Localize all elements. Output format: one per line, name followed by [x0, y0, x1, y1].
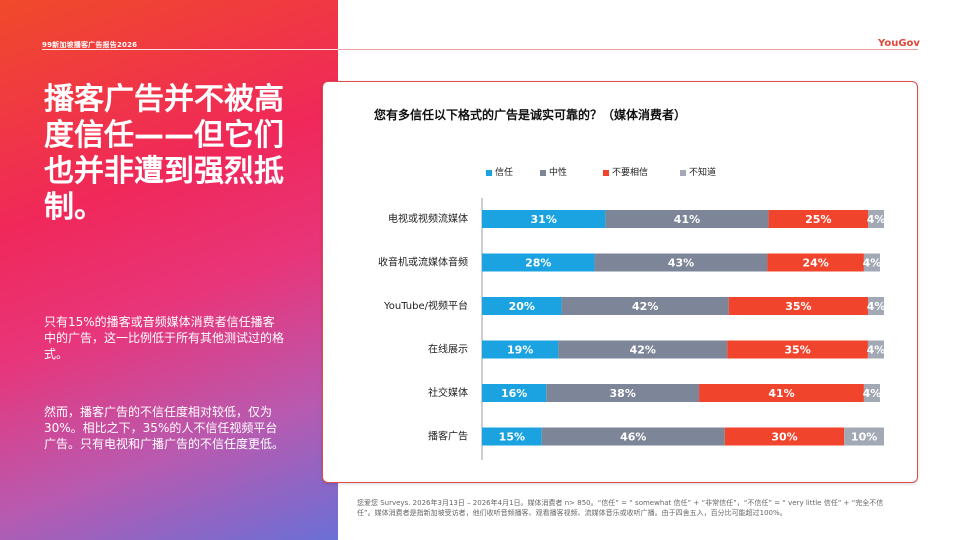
left-panel — [0, 0, 338, 540]
bar-segment — [558, 340, 728, 359]
bar-segment — [699, 384, 864, 402]
legend-label-dont-know: 不知道 — [689, 168, 717, 178]
category-label: YouTube/视频平台 — [383, 299, 468, 312]
report-label: 99新加坡播客广告报告2026 — [42, 41, 138, 49]
legend-swatch-dont-know — [680, 169, 686, 176]
legend-label-neutral: 中性 — [549, 168, 568, 178]
bar-segment — [605, 210, 769, 228]
bar-segment — [863, 384, 880, 402]
bar-value-label: 41% — [674, 213, 700, 226]
legend-swatch-distrust — [603, 169, 609, 176]
page-headline: 播客广告并不被高度信任——但它们也并非遭到强烈抵制。 — [44, 82, 284, 225]
bar-value-label: 42% — [632, 300, 658, 313]
bar-segment — [482, 384, 547, 402]
bar-segment — [868, 210, 884, 228]
footnote: 您爱您 Surveys. 2026年3月13日 – 2026年4月1日。媒体消费… — [357, 499, 884, 517]
bar-segment — [482, 427, 542, 446]
bar-value-label: 16% — [501, 387, 527, 400]
header-divider — [42, 49, 338, 50]
legend-swatch-trust — [486, 169, 492, 176]
brand-logo: YouGov — [878, 38, 920, 49]
legend-item-neutral: 中性 — [540, 165, 567, 178]
category-label: 社交媒体 — [428, 386, 468, 399]
bar-segment — [561, 297, 729, 315]
legend-label-distrust: 不要相信 — [612, 168, 649, 178]
bar-value-label: 4% — [867, 300, 886, 313]
bar-value-label: 43% — [668, 257, 694, 270]
bar-segment — [546, 384, 700, 402]
bar-segment — [482, 210, 606, 228]
bar-segment — [482, 340, 559, 359]
bar-value-label: 20% — [509, 300, 535, 313]
legend-label-trust: 信任 — [495, 168, 514, 178]
bar-value-label: 41% — [768, 387, 794, 400]
bar-value-label: 28% — [525, 257, 551, 270]
bar-value-label: 24% — [802, 257, 828, 270]
bar-segment — [482, 253, 595, 272]
bar-segment — [863, 253, 880, 272]
bar-value-label: 4% — [863, 257, 882, 270]
bar-value-label: 10% — [851, 431, 877, 444]
bar-value-label: 4% — [863, 387, 882, 400]
body-paragraph-2: 然而，播客广告的不信任度相对较低，仅为30%。相比之下，35%的人不信任视频平台… — [44, 405, 285, 451]
category-label: 收音机或流媒体音频 — [378, 256, 468, 269]
bar-value-label: 15% — [499, 431, 525, 444]
bar-value-label: 19% — [507, 344, 533, 357]
bar-value-label: 42% — [630, 344, 656, 357]
bar-segment — [844, 427, 884, 446]
bar-value-label: 35% — [784, 344, 810, 357]
category-label: 播客广告 — [428, 430, 468, 443]
chart-title: 您有多信任以下格式的广告是诚实可靠的？（媒体消费者） — [374, 108, 687, 122]
bar-segment — [727, 340, 868, 359]
bar-value-label: 4% — [867, 213, 886, 226]
bar-value-label: 31% — [531, 213, 557, 226]
bar-value-label: 46% — [620, 431, 646, 444]
chart-card — [322, 81, 918, 483]
bar-value-label: 4% — [867, 344, 886, 357]
legend-item-dont-know: 不知道 — [680, 165, 716, 178]
bar-segment — [868, 297, 884, 315]
category-label: 在线展示 — [428, 343, 468, 356]
bar-segment — [728, 297, 869, 315]
bar-value-label: 25% — [805, 213, 831, 226]
bar-segment — [541, 427, 725, 446]
bar-value-label: 30% — [771, 431, 797, 444]
bar-segment — [594, 253, 768, 272]
bar-segment — [482, 297, 562, 315]
header-divider-right — [338, 49, 918, 50]
legend-item-trust: 信任 — [486, 165, 513, 178]
bar-value-label: 38% — [610, 387, 636, 400]
bar-segment — [767, 253, 864, 272]
category-label: 电视或视频流媒体 — [388, 212, 468, 225]
bar-segment — [867, 340, 884, 359]
bar-value-label: 35% — [785, 300, 811, 313]
legend-item-distrust: 不要相信 — [603, 165, 648, 178]
body-paragraph-1: 只有15%的播客或音频媒体消费者信任播客中的广告，这一比例低于所有其他测试过的格… — [44, 315, 285, 361]
bar-segment — [768, 210, 869, 228]
legend-swatch-neutral — [540, 169, 546, 176]
bar-segment — [724, 427, 845, 446]
